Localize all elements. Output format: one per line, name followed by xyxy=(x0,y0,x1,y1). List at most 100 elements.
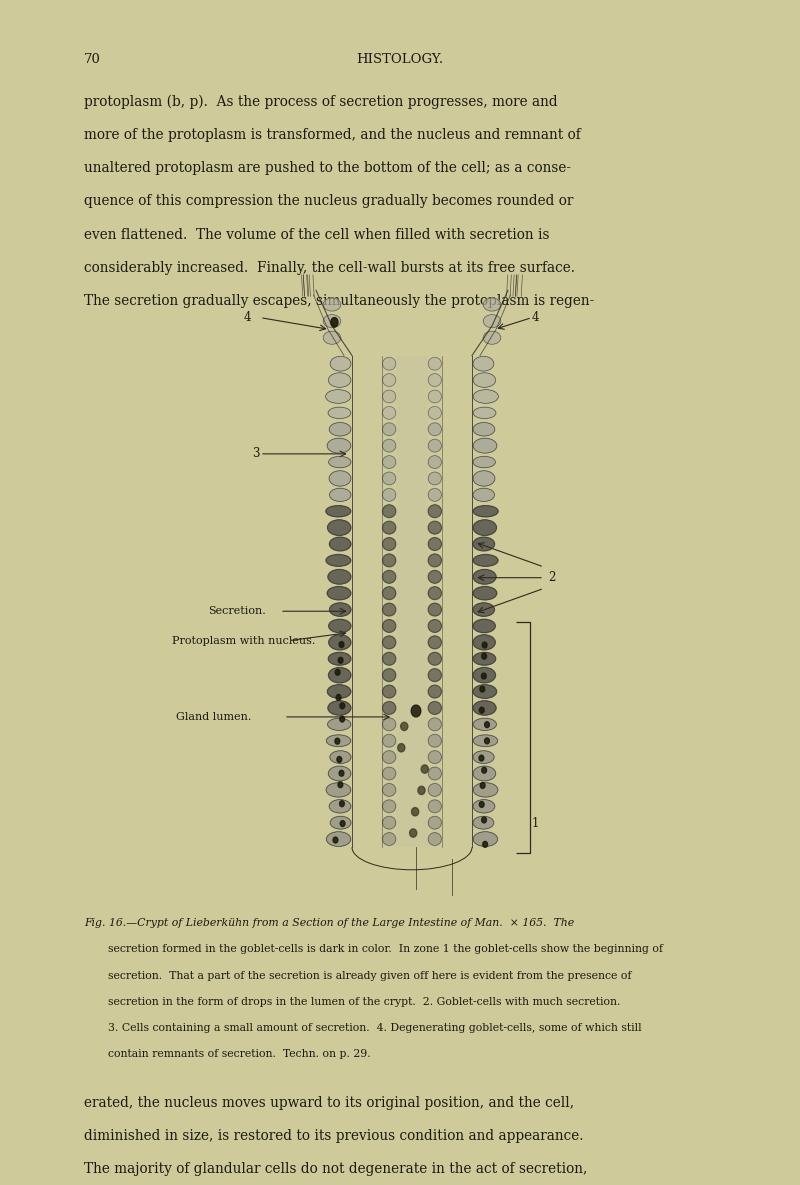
Ellipse shape xyxy=(473,751,494,763)
Ellipse shape xyxy=(428,751,442,763)
Ellipse shape xyxy=(329,800,351,813)
Text: unaltered protoplasm are pushed to the bottom of the cell; as a conse-: unaltered protoplasm are pushed to the b… xyxy=(84,161,571,175)
Ellipse shape xyxy=(340,820,345,826)
Ellipse shape xyxy=(428,620,442,633)
Ellipse shape xyxy=(382,406,396,419)
Ellipse shape xyxy=(473,373,496,387)
Ellipse shape xyxy=(473,570,496,584)
Ellipse shape xyxy=(327,438,351,453)
Ellipse shape xyxy=(428,440,442,451)
Ellipse shape xyxy=(480,686,485,692)
Ellipse shape xyxy=(337,756,342,762)
Ellipse shape xyxy=(326,735,350,747)
Ellipse shape xyxy=(339,641,344,647)
Ellipse shape xyxy=(339,801,344,807)
Ellipse shape xyxy=(382,423,396,436)
Ellipse shape xyxy=(382,636,396,648)
Text: Gland lumen.: Gland lumen. xyxy=(176,712,251,722)
Ellipse shape xyxy=(428,488,442,501)
Ellipse shape xyxy=(410,830,417,837)
Ellipse shape xyxy=(428,555,442,566)
Ellipse shape xyxy=(428,668,442,681)
Text: quence of this compression the nucleus gradually becomes rounded or: quence of this compression the nucleus g… xyxy=(84,194,574,209)
Text: secretion in the form of drops in the lumen of the crypt.  2. Goblet-cells with : secretion in the form of drops in the lu… xyxy=(108,997,620,1006)
Ellipse shape xyxy=(479,707,484,713)
Ellipse shape xyxy=(473,456,495,468)
Ellipse shape xyxy=(382,833,396,845)
Ellipse shape xyxy=(473,438,497,453)
Text: The majority of glandular cells do not degenerate in the act of secretion,: The majority of glandular cells do not d… xyxy=(84,1162,587,1177)
Ellipse shape xyxy=(473,470,495,486)
Ellipse shape xyxy=(335,738,340,744)
Ellipse shape xyxy=(411,808,418,815)
Ellipse shape xyxy=(333,837,338,843)
Ellipse shape xyxy=(382,668,396,681)
Ellipse shape xyxy=(331,318,338,327)
Ellipse shape xyxy=(428,390,442,403)
Ellipse shape xyxy=(382,718,396,731)
Ellipse shape xyxy=(473,587,497,600)
Ellipse shape xyxy=(428,406,442,419)
Ellipse shape xyxy=(473,635,495,649)
Ellipse shape xyxy=(474,506,498,517)
Ellipse shape xyxy=(473,520,497,536)
Ellipse shape xyxy=(483,297,501,310)
Text: Secretion.: Secretion. xyxy=(208,607,266,616)
Ellipse shape xyxy=(329,620,351,633)
Bar xyxy=(396,356,428,847)
Ellipse shape xyxy=(327,587,351,600)
Ellipse shape xyxy=(382,488,396,501)
Ellipse shape xyxy=(411,705,421,717)
Ellipse shape xyxy=(428,800,442,813)
Ellipse shape xyxy=(382,800,396,813)
Ellipse shape xyxy=(382,505,396,518)
Ellipse shape xyxy=(428,833,442,845)
Text: HISTOLOGY.: HISTOLOGY. xyxy=(357,53,443,66)
Ellipse shape xyxy=(473,816,494,829)
Ellipse shape xyxy=(482,767,486,773)
Ellipse shape xyxy=(335,670,340,675)
Ellipse shape xyxy=(401,722,408,730)
Ellipse shape xyxy=(428,423,442,436)
Ellipse shape xyxy=(479,755,484,761)
Ellipse shape xyxy=(473,603,494,616)
Ellipse shape xyxy=(330,537,351,551)
Ellipse shape xyxy=(428,358,442,370)
Ellipse shape xyxy=(428,587,442,600)
Ellipse shape xyxy=(428,373,442,386)
Text: even flattened.  The volume of the cell when filled with secretion is: even flattened. The volume of the cell w… xyxy=(84,228,550,242)
Text: diminished in size, is restored to its previous condition and appearance.: diminished in size, is restored to its p… xyxy=(84,1129,583,1144)
Ellipse shape xyxy=(328,373,351,387)
Ellipse shape xyxy=(382,538,396,550)
Ellipse shape xyxy=(340,716,345,722)
Text: secretion formed in the goblet-cells is dark in color.  In zone 1 the goblet-cel: secretion formed in the goblet-cells is … xyxy=(108,944,663,954)
Text: The secretion gradually escapes, simultaneously the protoplasm is regen-: The secretion gradually escapes, simulta… xyxy=(84,294,594,308)
Ellipse shape xyxy=(328,570,351,584)
Ellipse shape xyxy=(326,555,350,566)
Ellipse shape xyxy=(482,673,486,679)
Ellipse shape xyxy=(428,718,442,731)
Ellipse shape xyxy=(482,816,486,822)
Ellipse shape xyxy=(382,521,396,534)
Ellipse shape xyxy=(474,783,498,798)
Ellipse shape xyxy=(328,408,351,418)
Ellipse shape xyxy=(326,783,350,798)
Ellipse shape xyxy=(483,331,501,345)
Ellipse shape xyxy=(398,744,405,752)
Ellipse shape xyxy=(473,423,494,436)
Ellipse shape xyxy=(382,570,396,583)
Ellipse shape xyxy=(421,766,428,774)
Ellipse shape xyxy=(482,653,486,659)
Text: protoplasm (b, p).  As the process of secretion progresses, more and: protoplasm (b, p). As the process of sec… xyxy=(84,95,558,109)
Ellipse shape xyxy=(428,783,442,796)
Ellipse shape xyxy=(428,456,442,468)
Ellipse shape xyxy=(382,603,396,616)
Ellipse shape xyxy=(382,620,396,633)
Ellipse shape xyxy=(330,423,351,436)
Ellipse shape xyxy=(330,603,351,616)
Ellipse shape xyxy=(428,570,442,583)
Ellipse shape xyxy=(428,521,442,534)
Ellipse shape xyxy=(382,685,396,698)
Ellipse shape xyxy=(382,472,396,485)
Ellipse shape xyxy=(382,783,396,796)
